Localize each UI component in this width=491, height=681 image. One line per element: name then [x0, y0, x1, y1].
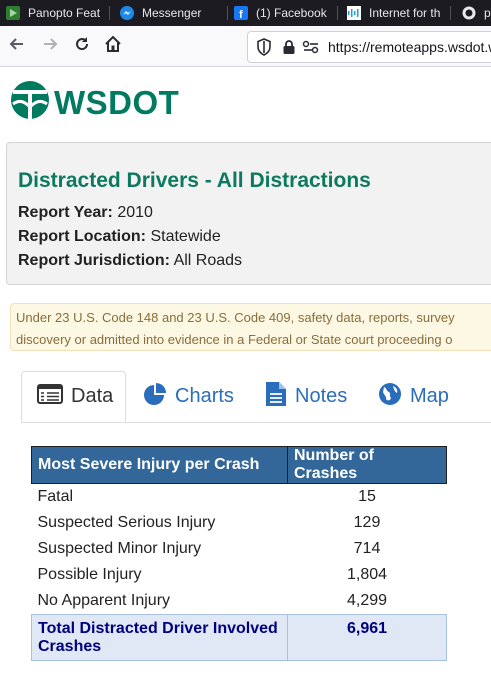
lock-icon[interactable] — [282, 39, 296, 60]
table-total-row: Total Distracted Driver Involved Crashes… — [31, 614, 447, 661]
browser-tab-messenger[interactable]: Messenger — [120, 0, 228, 26]
browser-tab-label: Internet for th — [369, 6, 441, 20]
legal-notice-line-2: discovery or admitted into evidence in a… — [16, 332, 453, 347]
browser-navigation-bar: https://remoteapps.wsdot.w — [0, 26, 491, 67]
reload-icon — [72, 34, 92, 59]
total-label: Total Distracted Driver Involved Crashes — [31, 614, 288, 661]
messenger-icon — [120, 6, 134, 20]
row-label: Suspected Serious Injury — [37, 514, 216, 531]
address-bar[interactable]: https://remoteapps.wsdot.w — [247, 31, 491, 63]
report-location: Report Location: Statewide — [18, 228, 221, 246]
browser-tab-label: Panopto Feat — [28, 6, 101, 20]
pie-chart-icon — [143, 382, 167, 412]
total-label-line-1: Total Distracted Driver Involved — [38, 620, 278, 637]
row-label: Possible Injury — [37, 566, 142, 583]
total-label-line-2: Crashes — [38, 638, 102, 655]
wsdot-emblem-icon — [10, 80, 50, 125]
tab-charts-label: Charts — [175, 385, 234, 407]
tracking-shield-icon[interactable] — [256, 38, 272, 61]
back-button[interactable] — [5, 34, 29, 58]
report-location-value: Statewide — [150, 228, 221, 245]
facebook-icon: f — [234, 6, 248, 21]
report-year-value: 2010 — [117, 204, 153, 221]
logo-text: WSDOT — [54, 83, 180, 121]
wsdot-logo[interactable]: WSDOT — [10, 80, 179, 125]
browser-tab-label: Messenger — [142, 6, 202, 20]
crash-severity-table: Most Severe Injury per Crash Number of C… — [31, 446, 447, 661]
row-value: 4,299 — [346, 592, 388, 609]
row-label: No Apparent Injury — [37, 592, 171, 609]
report-jurisdiction-label: Report Jurisdiction: — [18, 252, 171, 269]
browser-tab-label: (1) Facebook — [256, 6, 327, 20]
table-row: Suspected Minor Injury 714 — [32, 536, 447, 562]
browser-tab-facebook[interactable]: f (1) Facebook — [234, 0, 338, 26]
column-header-crashes: Number of Crashes — [287, 446, 447, 484]
tab-data[interactable]: Data — [21, 371, 126, 422]
report-year-label: Report Year: — [18, 204, 113, 221]
table-icon — [37, 383, 63, 410]
forward-arrow-icon — [40, 34, 60, 59]
tab-charts[interactable]: Charts — [143, 371, 234, 422]
tab-map[interactable]: Map — [378, 371, 449, 422]
browser-tab-internet[interactable]: Internet for th — [347, 0, 451, 26]
row-value: 1,804 — [346, 566, 388, 583]
permissions-icon[interactable] — [302, 40, 320, 59]
svg-text:f: f — [239, 9, 243, 20]
tab-data-label: Data — [71, 385, 114, 407]
column-header-injury: Most Severe Injury per Crash — [31, 446, 288, 484]
legal-notice-line-1: Under 23 U.S. Code 148 and 23 U.S. Code … — [16, 310, 455, 325]
report-tabs: Data Charts Notes Map — [21, 371, 491, 423]
browser-tab-label: p — [484, 6, 491, 20]
report-title: Distracted Drivers - All Distractions — [18, 169, 371, 192]
tab-notes[interactable]: Notes — [265, 371, 347, 422]
report-location-label: Report Location: — [18, 228, 146, 245]
browser-tab-panopto[interactable]: Panopto Feat — [6, 0, 110, 26]
globe-icon — [378, 382, 402, 412]
report-jurisdiction: Report Jurisdiction: All Roads — [18, 252, 242, 270]
row-value: 714 — [353, 540, 381, 557]
home-icon — [103, 34, 123, 59]
row-value: 15 — [358, 488, 376, 505]
tab-map-label: Map — [410, 385, 449, 407]
report-jurisdiction-value: All Roads — [173, 252, 243, 269]
back-arrow-icon — [7, 34, 27, 59]
row-label: Fatal — [37, 488, 74, 505]
tab-notes-label: Notes — [295, 385, 348, 407]
legal-notice: Under 23 U.S. Code 148 and 23 U.S. Code … — [10, 303, 491, 351]
table-row: Fatal 15 — [32, 484, 447, 511]
total-value: 6,961 — [287, 614, 447, 661]
document-icon — [265, 381, 287, 413]
row-label: Suspected Minor Injury — [37, 540, 202, 557]
report-summary-panel: Distracted Drivers - All Distractions Re… — [6, 142, 491, 285]
url-text: https://remoteapps.wsdot.w — [328, 39, 491, 55]
forward-button[interactable] — [38, 34, 62, 58]
table-row: No Apparent Injury 4,299 — [32, 588, 447, 615]
report-year: Report Year: 2010 — [18, 204, 153, 222]
panopto-icon — [6, 6, 20, 20]
reload-button[interactable] — [70, 34, 94, 58]
github-icon — [462, 6, 476, 20]
table-row: Possible Injury 1,804 — [32, 562, 447, 588]
table-header-row: Most Severe Injury per Crash Number of C… — [31, 446, 447, 484]
row-value: 129 — [353, 514, 381, 531]
table-row: Suspected Serious Injury 129 — [32, 510, 447, 536]
cisco-icon — [347, 6, 361, 20]
home-button[interactable] — [101, 34, 125, 58]
browser-tab-github[interactable]: p — [462, 0, 491, 26]
browser-tab-strip: Panopto Feat Messenger f (1) Facebook In… — [0, 0, 491, 26]
